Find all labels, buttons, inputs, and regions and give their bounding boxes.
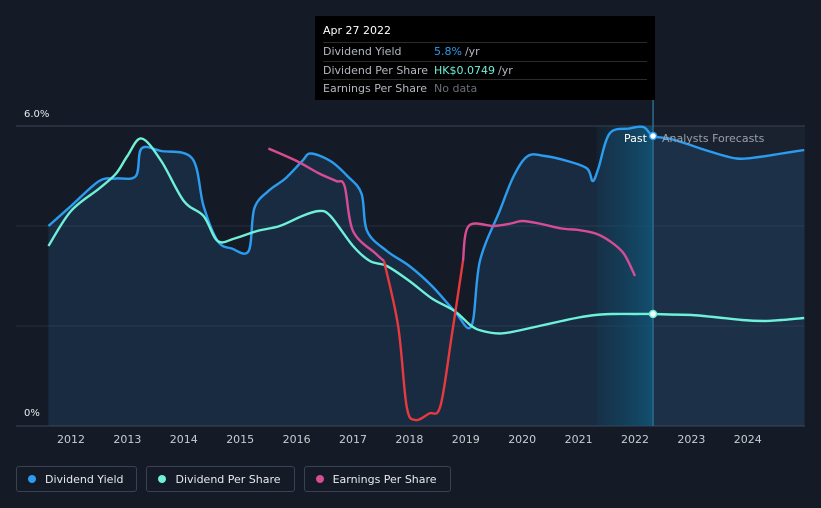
x-tick-label: 2014 [169, 433, 198, 446]
legend-dot-icon [158, 475, 167, 483]
series-line-earnings-per-share [267, 147, 385, 262]
legend-label: Dividend Per Share [175, 472, 281, 486]
tooltip-value: HK$0.0749 [434, 63, 495, 77]
series-line-earnings-red [382, 260, 465, 422]
tooltip-value: No data [434, 82, 478, 96]
x-tick-label: 2021 [564, 433, 593, 446]
forecast-label: Analysts Forecasts [662, 132, 765, 145]
marker-dividend-yield [648, 131, 658, 141]
legend-label: Earnings Per Share [332, 472, 437, 486]
forecast-band [596, 126, 654, 426]
x-tick-label: 2017 [339, 433, 367, 446]
tooltip-date: Apr 27 2022 [323, 24, 392, 37]
x-tick-label: 2020 [508, 433, 537, 446]
legend-label: Dividend Yield [45, 472, 124, 486]
y-tick-zero: 0% [24, 408, 40, 419]
y-tick-max: 6.0% [24, 109, 50, 120]
x-tick-label: 2013 [113, 433, 142, 446]
legend-item-dividend-yield[interactable]: Dividend Yield [16, 466, 138, 492]
x-tick-label: 2023 [677, 433, 706, 446]
marker-layer [648, 131, 658, 319]
legend-item-earnings-per-share[interactable]: Earnings Per Share [303, 466, 451, 492]
tooltip-row-dividend-yield: Dividend Yield 5.8% /yr [323, 42, 647, 61]
x-tick-label: 2018 [395, 433, 424, 446]
tooltip-label: Dividend Yield [323, 45, 402, 59]
legend: Dividend Yield Dividend Per Share Earnin… [16, 466, 451, 492]
legend-dot-icon [28, 475, 36, 483]
tooltip: Apr 27 2022 Dividend Yield 5.8% /yr Divi… [315, 16, 655, 100]
x-tick-label: 2012 [57, 433, 85, 446]
tooltip-value: 5.8% [434, 45, 462, 59]
series-area-dividend-yield [48, 126, 805, 426]
series-layer [47, 125, 805, 426]
legend-dot-icon [315, 475, 324, 483]
tooltip-label: Dividend Per Share [323, 63, 429, 77]
past-label: Past [624, 132, 647, 145]
x-tick-label: 2016 [282, 433, 311, 446]
x-tick-label: 2019 [451, 433, 480, 446]
marker-dividend-per-share [648, 309, 658, 319]
series-line-dividend-yield [47, 125, 805, 330]
tooltip-row-dividend-per-share: Dividend Per Share HK$0.0749 /yr [323, 60, 647, 80]
x-tick-label: 2024 [733, 433, 762, 446]
tooltip-unit: /yr [464, 45, 480, 59]
legend-item-dividend-per-share[interactable]: Dividend Per Share [146, 466, 295, 492]
tooltip-row-earnings-per-share: Earnings Per Share No data [323, 79, 647, 98]
forecast-region [653, 126, 805, 426]
x-tick-label: 2015 [226, 433, 255, 446]
x-tick-label: 2022 [621, 433, 649, 446]
series-line-dividend-per-share [47, 137, 805, 335]
series-line-earnings-late [461, 219, 637, 277]
tooltip-unit: /yr [497, 63, 513, 77]
tooltip-label: Earnings Per Share [323, 82, 428, 96]
